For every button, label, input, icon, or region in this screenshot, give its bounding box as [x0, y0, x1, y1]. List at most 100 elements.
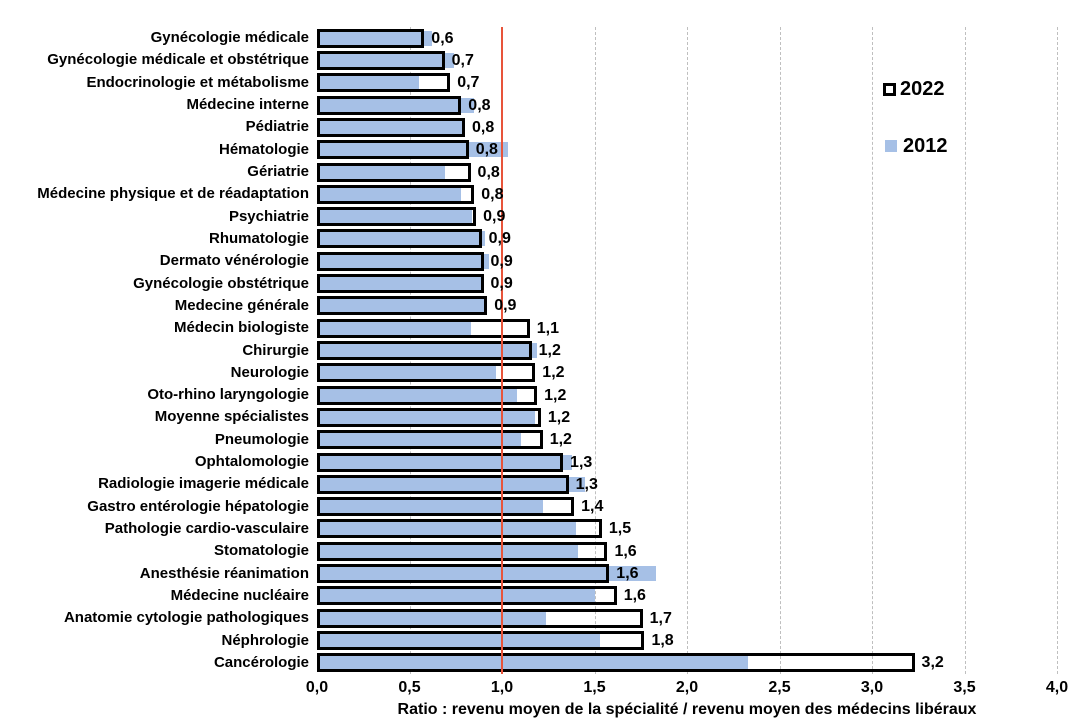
legend-item-2022: 2022	[883, 79, 945, 99]
bar-2022	[317, 407, 541, 427]
category-label: Gynécologie médicale et obstétrique	[47, 51, 309, 69]
data-label-2022: 1,4	[581, 498, 604, 516]
data-label-2022: 1,2	[542, 364, 565, 382]
category-label: Médecine nucléaire	[170, 586, 309, 604]
category-label: Moyenne spécialistes	[154, 408, 309, 426]
category-label: Endocrinologie et métabolisme	[86, 73, 309, 91]
bar-2012	[317, 454, 573, 470]
x-tick-label-1,5: 1,5	[583, 679, 606, 696]
category-label: Anesthésie réanimation	[139, 564, 309, 582]
bar-2022	[317, 430, 543, 450]
bar-2022	[317, 631, 645, 651]
bar-2012	[317, 142, 508, 158]
x-axis-title: Ratio : revenu moyen de la spécialité / …	[397, 701, 977, 718]
category-label: Oto-rhino laryngologie	[147, 386, 309, 404]
x-tick-label-4,0: 4,0	[1045, 679, 1069, 696]
x-tick-label-2,5: 2,5	[768, 679, 791, 696]
bar-2022	[317, 474, 569, 494]
category-label: Neurologie	[230, 363, 309, 381]
data-label-2022: 0,9	[490, 252, 513, 270]
category-label: Stomatologie	[213, 542, 309, 560]
x-tick-label-0,5: 0,5	[398, 679, 421, 696]
bar-2022	[317, 73, 451, 93]
gridline-x-2	[687, 27, 688, 674]
category-label: Hématologie	[218, 140, 309, 158]
data-label-2022: 0,7	[451, 51, 474, 69]
bar-2022	[317, 564, 610, 584]
bar-2022	[317, 95, 462, 115]
bar-2012	[317, 566, 656, 582]
bar-2012	[317, 298, 486, 314]
category-label: Pathologie cardio-vasculaire	[104, 519, 309, 537]
legend-item-2012: 2012	[885, 136, 948, 156]
category-label: Gynécologie obstétrique	[133, 274, 309, 292]
data-label-2022: 1,2	[547, 408, 571, 426]
bar-2012	[317, 52, 454, 68]
category-label: Psychiatrie	[228, 207, 309, 225]
data-label-2022: 0,9	[483, 208, 506, 226]
data-label-2022: 1,2	[549, 431, 572, 449]
data-label-2022: 0,8	[481, 185, 504, 203]
bar-2022	[317, 296, 488, 316]
bar-2012	[317, 655, 749, 671]
bar-2012	[317, 387, 517, 403]
bar-2022	[317, 608, 643, 628]
bar-2022	[317, 519, 602, 539]
data-label-2022: 0,8	[472, 118, 495, 136]
category-label: Gastro entérologie hépatologie	[87, 497, 309, 515]
gridline-x-4	[1057, 27, 1058, 674]
x-tick-label-2,0: 2,0	[675, 679, 699, 696]
bar-2022	[317, 385, 538, 405]
category-label: Médecin biologiste	[173, 319, 309, 337]
bar-2012	[317, 119, 464, 135]
bar-2022	[317, 28, 425, 48]
bar-2012	[317, 610, 547, 626]
bar-2012	[317, 231, 486, 247]
x-tick-label-3,5: 3,5	[953, 679, 976, 696]
bar-2012	[317, 30, 432, 46]
bar-2022	[317, 318, 530, 338]
legend-label-2012: 2012	[903, 135, 948, 157]
data-label-2022: 1,3	[570, 453, 593, 471]
bar-2012	[317, 633, 601, 649]
data-label-2022: 1,8	[651, 632, 674, 650]
bar-2012	[317, 97, 475, 113]
bar-2012	[317, 499, 543, 515]
data-label-2022: 3,2	[921, 654, 944, 672]
bar-2012	[317, 432, 521, 448]
bar-2012	[317, 365, 497, 381]
bar-2022	[317, 341, 532, 360]
data-label-2022: 1,2	[538, 342, 561, 359]
data-label-2022: 1,6	[616, 565, 639, 583]
bar-2022	[317, 162, 471, 182]
category-label: Ophtalomologie	[194, 453, 309, 471]
bar-2012	[317, 521, 576, 537]
data-label-2022: 0,9	[494, 297, 517, 315]
gridline-x-3	[872, 27, 873, 674]
category-label: Gériatrie	[247, 163, 309, 181]
bar-2022	[317, 50, 445, 70]
legend-label-2022: 2022	[900, 78, 945, 100]
category-label: Cancérologie	[213, 653, 309, 671]
category-label: Anatomie cytologie pathologiques	[63, 609, 309, 627]
data-label-2022: 0,6	[431, 29, 454, 47]
category-label: Radiologie imagerie médicale	[98, 475, 309, 493]
bar-2022	[317, 207, 477, 227]
data-label-2022: 0,8	[468, 96, 491, 114]
bar-2012	[317, 186, 462, 202]
bar-2022	[317, 140, 469, 160]
x-tick-label-3,0: 3,0	[860, 679, 884, 696]
data-label-2022: 1,6	[623, 587, 646, 605]
bar-2012	[317, 588, 595, 604]
bar-2012	[317, 543, 578, 559]
bar-2022	[317, 251, 484, 271]
data-label-2022: 0,9	[488, 230, 511, 248]
bar-2022	[317, 274, 484, 294]
data-label-2022: 1,3	[575, 475, 598, 493]
bar-2012	[317, 343, 538, 358]
bar-2022	[317, 117, 465, 137]
bar-2012	[317, 164, 445, 180]
bar-2022	[317, 363, 536, 383]
